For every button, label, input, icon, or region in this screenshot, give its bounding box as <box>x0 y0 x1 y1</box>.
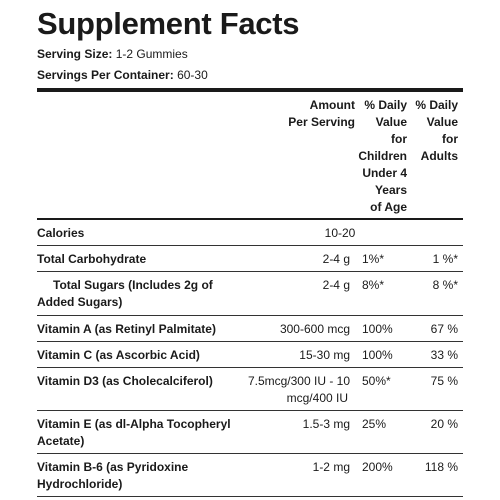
row-divider <box>37 315 463 316</box>
nutrient-name: Vitamin E (as dl-Alpha Tocopheryl <box>37 417 231 431</box>
row-divider <box>37 271 463 272</box>
nutrient-name-continued: Added Sugars) <box>37 295 123 309</box>
header-divider <box>37 88 463 92</box>
children-header-line: % Daily <box>364 98 407 112</box>
amount-per-serving: 1.5-3 mg <box>302 417 350 431</box>
amount-header-line: Per Serving <box>288 115 355 129</box>
adults-daily-value: 33 % <box>430 348 458 362</box>
nutrient-name: Vitamin D3 (as Cholecalciferol) <box>37 374 213 388</box>
nutrient-name: Total Carbohydrate <box>37 252 147 266</box>
nutrient-name: Vitamin B-6 (as Pyridoxine <box>37 460 189 474</box>
amount-per-serving: 2-4 g <box>322 252 350 266</box>
amount-per-serving: 15-30 mg <box>299 348 350 362</box>
adults-daily-value: 118 % <box>424 460 458 474</box>
nutrient-name-continued: Hydrochloride) <box>37 477 123 491</box>
children-header-line: Years <box>374 183 407 197</box>
panel-title: Supplement Facts <box>37 6 300 41</box>
children-daily-value: 50%* <box>362 374 391 388</box>
amount-header-line: Amount <box>309 98 355 112</box>
nutrient-name: Vitamin C (as Ascorbic Acid) <box>37 348 200 362</box>
adults-daily-value: 8 %* <box>432 278 458 292</box>
nutrient-name: Calories <box>37 226 85 240</box>
serving-size-label: Serving Size: <box>37 47 113 61</box>
amount-per-serving: 300-600 mcg <box>279 322 350 336</box>
children-header-line: Under 4 <box>362 166 407 180</box>
amount-per-serving: 7.5mcg/300 IU - 10 <box>247 374 350 388</box>
amount-per-serving: 2-4 g <box>322 278 350 292</box>
children-daily-value: 8%* <box>362 278 385 292</box>
adults-header-line: % Daily <box>415 98 458 112</box>
amount-header: Amount Per Serving <box>288 97 355 131</box>
adults-header-line: Adults <box>420 149 458 163</box>
adults-header-line: for <box>442 132 458 146</box>
children-daily-value: 200% <box>362 460 393 474</box>
column-header-divider <box>37 218 463 220</box>
nutrient-name: Total Sugars (Includes 2g of <box>53 278 213 292</box>
amount-per-serving: 10-20 <box>324 226 356 240</box>
nutrient-name: Vitamin A (as Retinyl Palmitate) <box>37 322 216 336</box>
row-divider <box>37 410 463 411</box>
children-header-line: Children <box>358 149 407 163</box>
adults-dv-header: % Daily Value for Adults <box>415 97 458 165</box>
adults-header-line: Value <box>426 115 458 129</box>
row-divider <box>37 453 463 454</box>
amount-per-serving-continued: mcg/400 IU <box>286 391 348 405</box>
children-header-line: Value <box>375 115 407 129</box>
children-header-line: for <box>391 132 407 146</box>
servings-per-container-value: 60-30 <box>177 68 208 82</box>
children-daily-value: 1%* <box>362 252 385 266</box>
adults-daily-value: 1 %* <box>432 252 458 266</box>
children-dv-header: % Daily Value for Children Under 4 Years… <box>358 97 407 216</box>
children-daily-value: 100% <box>362 348 393 362</box>
serving-size: Serving Size: 1-2 Gummies <box>37 47 188 61</box>
nutrient-name-continued: Acetate) <box>37 434 85 448</box>
adults-daily-value: 75 % <box>430 374 458 388</box>
adults-daily-value: 67 % <box>430 322 458 336</box>
children-header-line: of Age <box>370 200 407 214</box>
adults-daily-value: 20 % <box>430 417 458 431</box>
row-divider <box>37 367 463 368</box>
row-divider <box>37 341 463 342</box>
children-daily-value: 25% <box>362 417 387 431</box>
serving-size-value: 1-2 Gummies <box>115 47 188 61</box>
row-divider <box>37 245 463 246</box>
amount-per-serving: 1-2 mg <box>312 460 350 474</box>
row-divider <box>37 496 463 497</box>
servings-per-container-label: Servings Per Container: <box>37 68 174 82</box>
servings-per-container: Servings Per Container: 60-30 <box>37 68 208 82</box>
children-daily-value: 100% <box>362 322 393 336</box>
